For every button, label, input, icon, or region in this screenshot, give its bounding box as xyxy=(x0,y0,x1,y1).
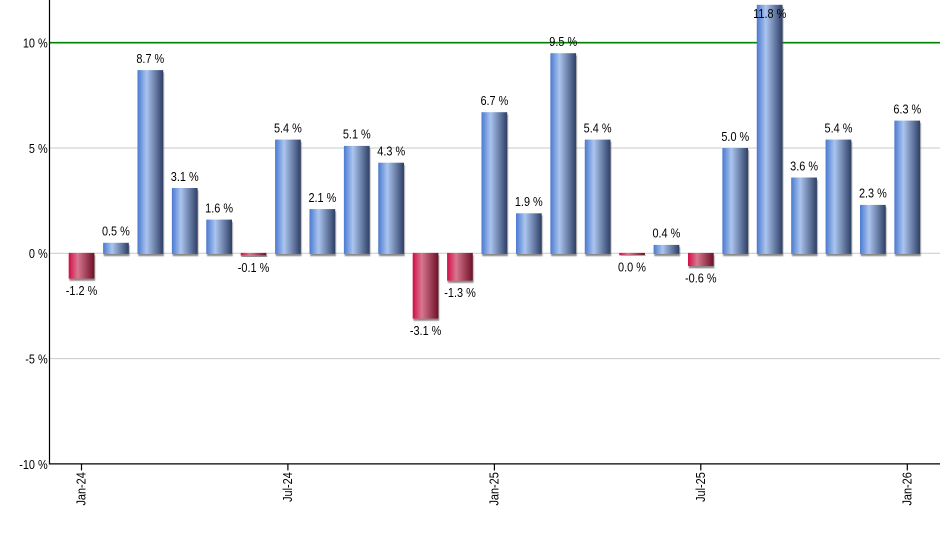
svg-text:3.6 %: 3.6 % xyxy=(790,158,818,173)
svg-text:-0.1 %: -0.1 % xyxy=(238,260,270,275)
svg-text:11.8 %: 11.8 % xyxy=(753,6,786,21)
svg-text:5.4 %: 5.4 % xyxy=(584,120,612,135)
svg-text:10 %: 10 % xyxy=(23,36,48,51)
svg-text:5.0 %: 5.0 % xyxy=(721,129,749,144)
svg-text:5 %: 5 % xyxy=(29,141,48,156)
svg-text:-0.6 %: -0.6 % xyxy=(685,270,717,285)
svg-text:2.1 %: 2.1 % xyxy=(308,190,336,205)
svg-text:2.3 %: 2.3 % xyxy=(859,186,887,201)
svg-text:-5 %: -5 % xyxy=(25,351,48,366)
svg-text:0.0 %: 0.0 % xyxy=(618,259,646,274)
svg-text:1.6 %: 1.6 % xyxy=(205,200,233,215)
svg-text:0 %: 0 % xyxy=(29,246,48,261)
svg-text:5.4 %: 5.4 % xyxy=(274,120,302,135)
svg-text:5.4 %: 5.4 % xyxy=(825,120,853,135)
svg-text:Jul-24: Jul-24 xyxy=(280,472,295,502)
svg-text:4.3 %: 4.3 % xyxy=(377,143,405,158)
svg-text:6.3 %: 6.3 % xyxy=(893,101,921,116)
svg-text:-3.1 %: -3.1 % xyxy=(410,323,442,338)
svg-text:Jan-25: Jan-25 xyxy=(487,472,502,506)
svg-text:6.7 %: 6.7 % xyxy=(480,93,508,108)
svg-text:-1.2 %: -1.2 % xyxy=(66,283,98,298)
svg-text:3.1 %: 3.1 % xyxy=(171,169,199,184)
svg-text:0.4 %: 0.4 % xyxy=(652,226,680,241)
svg-text:-10 %: -10 % xyxy=(19,457,48,472)
svg-text:Jan-26: Jan-26 xyxy=(899,472,914,506)
svg-text:9.5 %: 9.5 % xyxy=(549,34,577,49)
svg-text:Jul-25: Jul-25 xyxy=(693,472,708,502)
svg-text:-1.3 %: -1.3 % xyxy=(444,285,476,300)
svg-text:Jan-24: Jan-24 xyxy=(74,472,89,506)
svg-text:0.5 %: 0.5 % xyxy=(102,224,130,239)
svg-text:5.1 %: 5.1 % xyxy=(343,127,371,142)
svg-text:1.9 %: 1.9 % xyxy=(515,194,543,209)
svg-text:8.7 %: 8.7 % xyxy=(136,51,164,66)
